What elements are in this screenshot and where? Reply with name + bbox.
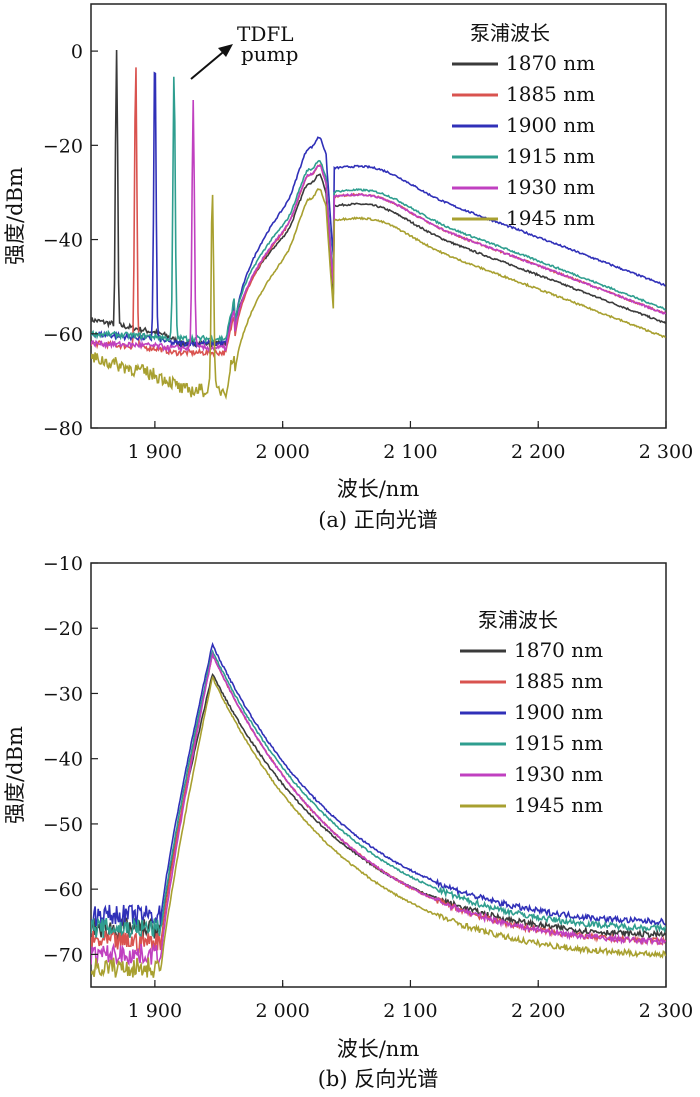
panel-b-xlabel: 波长/nm (337, 1037, 420, 1061)
panel-b-ytick-label: −50 (43, 814, 83, 836)
panel-a-xtick-label: 2 300 (639, 441, 693, 463)
panel-b-ytick-label: −20 (43, 618, 83, 640)
panel-a-xtick-label: 2 100 (383, 441, 437, 463)
panel-b-series (91, 641, 666, 978)
panel-b-legend-label: 1870 nm (514, 638, 603, 662)
panel-a-series-line (91, 187, 666, 400)
panel-a-legend-label: 1930 nm (506, 175, 595, 199)
panel-b-ylabel: 强度/dBm (3, 726, 27, 824)
panel-a-ytick-label: 0 (71, 41, 83, 63)
panel-a-ylabel: 强度/dBm (3, 167, 27, 265)
panel-a-xtick-label: 1 900 (128, 441, 182, 463)
panel-a-series-line (91, 71, 666, 349)
panel-a-xtick-label: 2 200 (511, 441, 565, 463)
panel-a-series-line (91, 76, 666, 344)
panel-b-xtick-label: 2 000 (255, 1000, 309, 1022)
panel-b-ytick-label: −70 (43, 944, 83, 966)
panel-b-legend-label: 1885 nm (514, 669, 603, 693)
panel-a-ytick-label: −40 (43, 230, 83, 252)
panel-a-ytick-label: −80 (43, 418, 83, 440)
panel-a-series-line (91, 99, 666, 354)
panel-b-ytick-label: −30 (43, 683, 83, 705)
panel-b-xtick-label: 2 300 (639, 1000, 693, 1022)
panel-b-ytick-label: −10 (43, 553, 83, 575)
tdfl-annotation-line1: TDFL (237, 22, 294, 46)
panel-a-legend-label: 1945 nm (506, 206, 595, 230)
panel-b-legend-label: 1945 nm (514, 793, 603, 817)
panel-b-legend: 泵浦波长 1870 nm 1885 nm 1900 nm 1915 nm 1930 nm 1… (460, 608, 603, 817)
panel-a-legend-label: 1885 nm (506, 82, 595, 106)
panel-b-xtick-label: 2 100 (383, 1000, 437, 1022)
panel-a-legend-title: 泵浦波长 (470, 21, 550, 45)
tdfl-arrow-icon (190, 44, 233, 80)
panel-b-legend-label: 1915 nm (514, 731, 603, 755)
panel-a-legend-label: 1915 nm (506, 144, 595, 168)
panel-b-series-line (91, 651, 666, 967)
panel-b-caption: (b) 反向光谱 (318, 1067, 439, 1091)
panel-a-xtick-label: 2 000 (255, 441, 309, 463)
panel-b-legend-label: 1900 nm (514, 700, 603, 724)
panel-a-legend: 泵浦波长 1870 nm 1885 nm 1900 nm 1915 nm 1930 nm 1… (452, 21, 595, 230)
panel-a-series (91, 49, 666, 400)
panel-b-xtick-label: 2 200 (511, 1000, 565, 1022)
panel-a-ytick-label: −20 (43, 135, 83, 157)
panel-b-ytick-label: −60 (43, 879, 83, 901)
panel-b-series-line (91, 641, 666, 927)
panel-b-xtick-label: 1 900 (128, 1000, 182, 1022)
tdfl-annotation-line2: pump (241, 42, 298, 66)
panel-b: 1 900 2 000 2 100 2 200 2 300 −10 −20 −30 −40 −50… (3, 553, 693, 1091)
panel-a-legend-label: 1870 nm (506, 51, 595, 75)
panel-b-legend-label: 1930 nm (514, 762, 603, 786)
panel-a-xlabel: 波长/nm (337, 477, 420, 501)
panel-a-frame (90, 3, 667, 429)
panel-b-series-line (91, 675, 666, 978)
panel-a-ytick-label: −60 (43, 324, 83, 346)
panel-a-legend-label: 1900 nm (506, 113, 595, 137)
panel-a-caption: (a) 正向光谱 (318, 508, 438, 532)
panel-b-legend-title: 泵浦波长 (478, 608, 558, 632)
panel-b-ytick-label: −40 (43, 749, 83, 771)
panel-b-series-line (91, 649, 666, 939)
panel-a: 1 900 2 000 2 100 2 200 2 300 0 −20 −40 −60 −80 波… (3, 3, 693, 532)
panel-b-frame (90, 562, 667, 988)
